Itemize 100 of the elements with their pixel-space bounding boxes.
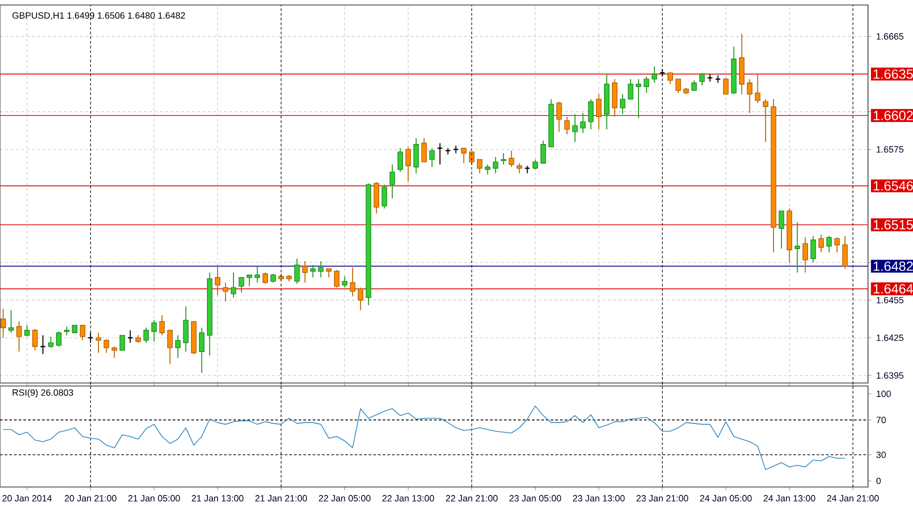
candlestick: [374, 182, 380, 214]
y-tick-label: 1.6425: [876, 334, 904, 341]
candlestick: [143, 327, 149, 344]
candlestick: [652, 66, 658, 84]
candlestick: [588, 98, 594, 130]
candlestick: [183, 306, 189, 352]
candlestick: [500, 152, 506, 165]
candlestick: [32, 328, 38, 351]
x-tick-label: 23 Jan 21:00: [636, 495, 688, 502]
candlestick: [405, 146, 411, 183]
candlestick: [484, 164, 490, 176]
candlestick: [8, 310, 14, 334]
candlestick: [818, 234, 824, 253]
candlestick: [492, 156, 498, 174]
candlestick: [826, 236, 832, 253]
candlestick: [620, 94, 626, 115]
candlestick: [429, 148, 435, 168]
candlestick: [334, 269, 340, 288]
x-tick-label: 24 Jan 05:00: [700, 495, 752, 502]
candlestick: [532, 158, 538, 170]
y-tick-label: 70: [876, 416, 886, 424]
candlestick: [461, 148, 467, 164]
candlestick: [794, 222, 800, 273]
candlestick: [167, 330, 173, 365]
y-tick-label: 1.6395: [876, 372, 904, 379]
candlestick: [318, 260, 324, 278]
candlestick: [48, 336, 54, 348]
candlestick: [342, 276, 348, 288]
x-tick-label: 21 Jan 13:00: [192, 495, 244, 502]
y-tick-label: 1.6665: [876, 33, 904, 40]
candlestick: [691, 80, 697, 91]
ref-line-label: 1.6515: [874, 220, 913, 230]
x-tick-label: 22 Jan 05:00: [318, 495, 371, 502]
candlestick: [104, 338, 110, 354]
candlestick: [810, 236, 816, 263]
candlestick: [254, 266, 260, 284]
candlestick: [723, 77, 729, 95]
candlestick: [746, 78, 752, 114]
candlestick: [199, 327, 204, 374]
candlestick: [214, 264, 220, 296]
ref-line-label: 1.6602: [874, 110, 913, 120]
x-tick-label: 24 Jan 13:00: [764, 495, 816, 502]
candlestick: [358, 287, 364, 311]
candlestick: [151, 320, 157, 342]
candlestick: [842, 236, 848, 270]
ref-line-label: 1.6635: [874, 69, 913, 79]
x-tick-label: 22 Jan 21:00: [446, 495, 498, 502]
candlestick: [572, 114, 578, 142]
candlestick: [390, 164, 396, 199]
candlestick: [644, 76, 650, 94]
candlestick: [802, 236, 808, 273]
x-tick-label: 23 Jan 13:00: [573, 495, 625, 502]
candlestick: [508, 150, 514, 168]
ref-line-label: 1.6482: [874, 261, 913, 271]
y-tick-label: 0: [876, 478, 881, 484]
candlestick: [230, 272, 236, 298]
candlestick: [382, 184, 388, 209]
candlestick: [540, 140, 546, 164]
chart-title: RSI(9) 26.0803: [12, 389, 74, 398]
x-tick-label: 20 Jan 2014: [2, 495, 52, 502]
text: GBPUSD,H1 1.6499 1.6506 1.6480 1.6482: [12, 12, 185, 20]
candlestick: [413, 138, 419, 174]
x-tick-label: 22 Jan 13:00: [382, 495, 434, 502]
candlestick: [636, 78, 642, 119]
x-tick-label: 23 Jan 05:00: [510, 495, 562, 502]
candlestick: [350, 266, 356, 297]
candlestick: [246, 274, 252, 287]
candlestick: [159, 314, 165, 336]
candlestick: [80, 324, 86, 341]
candlestick: [668, 72, 673, 85]
candlestick: [675, 78, 681, 94]
candlestick: [262, 272, 268, 284]
candlestick: [0, 308, 6, 338]
y-tick-label: 30: [876, 452, 886, 458]
candlestick: [398, 148, 403, 173]
candlestick: [762, 98, 768, 142]
candlestick: [834, 236, 840, 253]
candlestick: [127, 330, 134, 344]
y-tick-label: 1.6575: [876, 146, 904, 153]
candlestick: [310, 264, 316, 278]
x-tick-label: 20 Jan 21:00: [64, 495, 116, 502]
candlestick: [628, 78, 634, 100]
candlestick: [699, 72, 705, 86]
ref-line-label: 1.6546: [874, 181, 913, 191]
candlestick: [222, 282, 228, 302]
candlestick: [112, 346, 118, 358]
candlestick: [476, 158, 482, 174]
candlestick: [556, 101, 562, 132]
candlestick: [238, 277, 244, 294]
candlestick: [516, 162, 522, 174]
candlestick: [754, 74, 760, 104]
candlestick: [56, 331, 62, 348]
ref-line-label: 1.6464: [874, 284, 913, 294]
candlestick: [120, 334, 126, 351]
candlestick: [302, 260, 308, 284]
candlestick: [175, 334, 181, 358]
x-tick-label: 21 Jan 21:00: [255, 495, 307, 502]
candlestick: [580, 112, 586, 134]
candlestick: [564, 116, 570, 135]
candlestick: [436, 142, 443, 165]
